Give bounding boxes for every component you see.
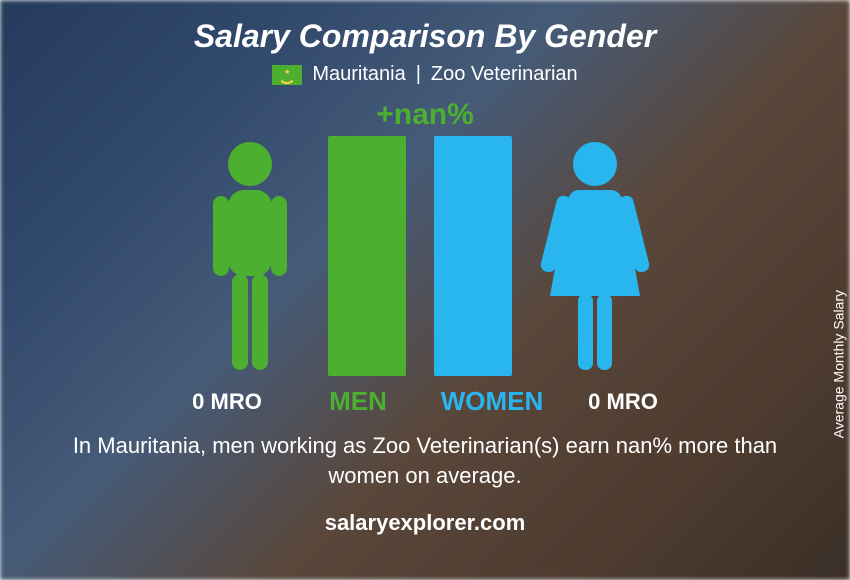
- description-text: In Mauritania, men working as Zoo Veteri…: [55, 431, 795, 490]
- women-bar-col: [434, 136, 512, 376]
- job-label: Zoo Veterinarian: [431, 63, 578, 86]
- subtitle-row: Mauritania | Zoo Veterinarian: [272, 63, 577, 86]
- page-title: Salary Comparison By Gender: [194, 18, 656, 55]
- infographic-content: Salary Comparison By Gender Mauritania |…: [0, 0, 850, 580]
- women-label: WOMEN: [439, 386, 545, 417]
- women-value: 0 MRO: [573, 389, 673, 415]
- male-icon: [200, 136, 300, 376]
- women-icon-col: [540, 136, 650, 376]
- women-bar: [434, 136, 512, 376]
- gender-chart: [200, 136, 650, 376]
- flag-icon: [272, 65, 302, 85]
- men-bar: [328, 136, 406, 376]
- men-icon-col: [200, 136, 300, 376]
- y-axis-label: Average Monthly Salary: [830, 290, 846, 438]
- difference-label: +nan%: [376, 98, 474, 132]
- men-value: 0 MRO: [177, 389, 277, 415]
- men-bar-col: [328, 136, 406, 376]
- country-label: Mauritania: [312, 63, 405, 86]
- labels-row: 0 MRO MEN WOMEN 0 MRO: [177, 386, 673, 417]
- female-icon: [540, 136, 650, 376]
- separator: |: [416, 63, 421, 86]
- men-label: MEN: [305, 386, 411, 417]
- site-credit: salaryexplorer.com: [325, 510, 526, 536]
